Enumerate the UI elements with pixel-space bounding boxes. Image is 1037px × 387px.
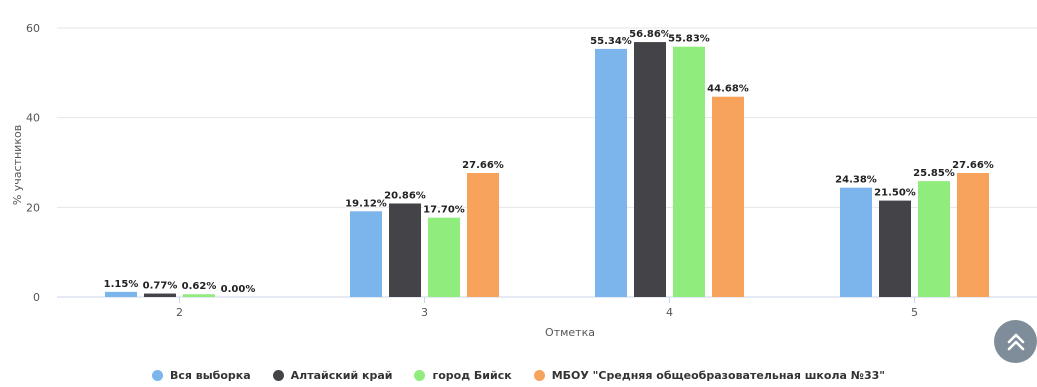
legend: Вся выборка Алтайский край город Бийск М… (0, 366, 1037, 384)
x-tick-label: 5 (911, 306, 918, 319)
y-tick-label: 40 (26, 112, 40, 125)
y-tick-label: 0 (33, 291, 40, 304)
data-label: 56.86% (629, 29, 671, 40)
x-tick-label: 3 (421, 306, 428, 319)
bar[interactable] (105, 291, 137, 297)
x-axis-title: Отметка (545, 326, 595, 339)
data-label: 19.12% (345, 198, 387, 209)
legend-marker (272, 369, 284, 381)
bar[interactable] (350, 211, 382, 297)
bar[interactable] (428, 217, 460, 297)
bar[interactable] (673, 46, 705, 298)
x-axis-ticks: 2 3 4 5 (176, 297, 918, 319)
bar[interactable] (918, 181, 950, 297)
y-tick-label: 60 (26, 22, 40, 35)
bar[interactable] (595, 48, 627, 297)
data-label: 27.66% (462, 160, 504, 171)
legend-item-gorod-biisk[interactable]: город Бийск (414, 368, 512, 382)
data-label: 0.62% (182, 281, 217, 292)
bar[interactable] (879, 200, 911, 297)
bars (105, 42, 989, 298)
data-label: 55.83% (668, 34, 710, 45)
legend-marker (533, 369, 545, 381)
bar[interactable] (467, 172, 499, 297)
legend-label: МБОУ "Средняя общеобразовательная школа … (551, 368, 886, 382)
bar[interactable] (634, 42, 666, 297)
data-label: 0.77% (143, 281, 178, 292)
bar[interactable] (840, 187, 872, 297)
y-axis-title: % участников (11, 125, 24, 205)
bar[interactable] (183, 294, 215, 297)
bar-chart: 0 20 40 60 1.15% 19.12% 55.34% 24.38% 0.77% 20.8… (11, 22, 1037, 339)
legend-marker (151, 369, 163, 381)
legend-label: Алтайский край (290, 368, 393, 382)
y-axis-ticks: 0 20 40 60 (26, 22, 40, 304)
data-label: 55.34% (590, 36, 632, 47)
data-label: 0.00% (221, 284, 256, 295)
legend-item-altaiskii-krai[interactable]: Алтайский край (272, 368, 393, 382)
bar[interactable] (144, 293, 176, 297)
data-labels: 1.15% 19.12% 55.34% 24.38% 0.77% 20.86% 56.86%… (103, 28, 995, 296)
bar[interactable] (389, 203, 421, 297)
data-label: 1.15% (104, 279, 139, 290)
y-tick-label: 20 (26, 201, 40, 214)
legend-item-vsya-vyborka[interactable]: Вся выборка (151, 368, 251, 382)
data-label: 27.66% (952, 160, 994, 171)
data-label: 44.68% (707, 84, 749, 95)
scroll-to-top-button[interactable] (994, 320, 1037, 363)
data-label: 24.38% (835, 175, 877, 186)
double-chevron-up-icon (1007, 333, 1024, 350)
data-label: 17.70% (423, 205, 465, 216)
grid-lines (57, 27, 1037, 298)
legend-label: город Бийск (432, 368, 512, 382)
data-label: 21.50% (874, 188, 916, 199)
x-tick-label: 4 (666, 306, 673, 319)
bar[interactable] (712, 96, 744, 298)
legend-label: Вся выборка (169, 368, 251, 382)
data-label: 20.86% (384, 190, 426, 201)
legend-item-school-33[interactable]: МБОУ "Средняя общеобразовательная школа … (533, 368, 886, 382)
x-tick-label: 2 (176, 306, 183, 319)
bar[interactable] (957, 172, 989, 297)
data-label: 25.85% (913, 168, 955, 179)
legend-marker (414, 369, 426, 381)
